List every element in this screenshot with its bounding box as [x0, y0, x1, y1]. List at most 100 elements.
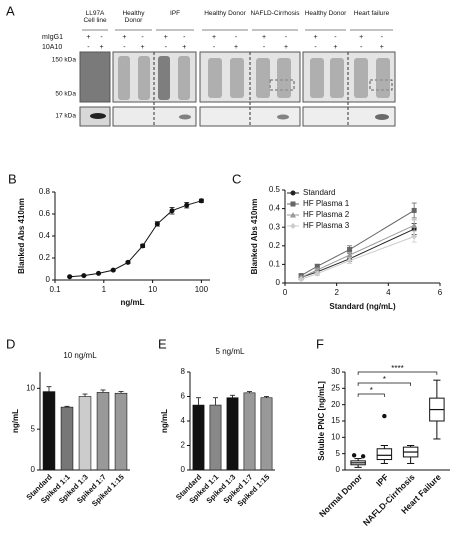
bar [209, 404, 222, 471]
blot-band [90, 113, 106, 119]
smear [376, 58, 390, 98]
bar [78, 396, 92, 471]
line [300, 210, 415, 276]
outlier [360, 454, 366, 459]
y-axis-label: Soluble PNC [ng/mL] [317, 381, 326, 461]
significance-bracket [357, 382, 411, 386]
y-tick-label: 0.3 [269, 222, 281, 231]
y-tick-label: 0 [31, 465, 36, 474]
panel-label: C [232, 171, 241, 186]
y-tick-label: 20 [331, 400, 340, 409]
blot-band [375, 114, 389, 120]
sign: - [360, 44, 363, 51]
significance-label: * [383, 375, 386, 384]
sign: + [164, 34, 168, 41]
smear [118, 56, 130, 100]
marker-label: 50 kDa [55, 91, 76, 98]
y-tick-label: 25 [331, 383, 340, 392]
bar [192, 404, 205, 471]
point [314, 263, 320, 269]
group-label-box: Healthy Donor [204, 10, 246, 17]
legend-label: Standard [303, 188, 335, 197]
panel-label: D [6, 336, 15, 351]
smear [158, 56, 170, 100]
y-tick-label: 0.2 [39, 253, 51, 262]
x-axis-label: Standard (ng/mL) [329, 302, 396, 311]
smear [354, 58, 368, 98]
legend-marker [290, 223, 296, 229]
legend-marker [290, 201, 296, 207]
sign: - [263, 44, 266, 51]
point [298, 276, 305, 283]
point [346, 252, 353, 258]
chart-title: 5 ng/mL [216, 347, 245, 356]
y-tick-label: 2 [181, 441, 186, 450]
y-tick-label: 8 [181, 367, 186, 376]
chart-title: 10 ng/mL [63, 351, 97, 360]
sign: - [183, 34, 186, 41]
y-tick-label: 15 [331, 416, 340, 425]
group-label: LL97A Cell line [83, 10, 107, 24]
legend-label: HF Plasma 2 [303, 210, 350, 219]
point [154, 221, 160, 227]
y-tick-label: 6 [181, 392, 186, 401]
x-axis-label: ng/mL [121, 298, 145, 307]
panel-label: E [158, 336, 167, 351]
sign: - [165, 44, 168, 51]
sign: - [235, 34, 238, 41]
x-tick-label: 2 [334, 288, 339, 297]
smear [230, 58, 244, 98]
point [67, 274, 73, 280]
line [69, 200, 202, 278]
sign: + [182, 44, 186, 51]
sign: - [314, 44, 317, 51]
point [347, 247, 353, 253]
y-tick-label: 0 [181, 465, 186, 474]
group-label-box: Healthy Donor [305, 10, 347, 17]
x-tick-label: 4 [386, 288, 391, 297]
blot-panel [302, 106, 396, 127]
y-tick-label: 0 [276, 278, 281, 287]
smear [138, 56, 150, 100]
significance-label: * [370, 386, 373, 395]
bar [96, 392, 110, 471]
sign: + [234, 44, 238, 51]
row-label: mIgG1 [42, 34, 63, 41]
legend-label: HF Plasma 1 [303, 199, 350, 208]
panel-label: A [6, 3, 15, 18]
x-tick-label: 100 [195, 285, 209, 294]
legend-marker [290, 190, 296, 196]
group-label-box: LL97A Cell line [83, 10, 107, 24]
panel-label: B [8, 171, 17, 186]
smear [208, 58, 222, 98]
bar [243, 392, 256, 471]
group-label: Healthy Donor [122, 10, 145, 24]
sign: + [284, 44, 288, 51]
smear [178, 56, 190, 100]
point [169, 208, 175, 214]
y-tick-label: 0.5 [269, 185, 281, 194]
sign: - [87, 44, 90, 51]
panel-label: F [316, 336, 324, 351]
y-tick-label: 0.4 [269, 204, 281, 213]
significance-label: **** [391, 364, 403, 373]
point [411, 222, 418, 228]
outlier [382, 413, 387, 419]
bar [260, 397, 273, 471]
bar [60, 406, 74, 471]
smear [277, 58, 291, 98]
sign: - [285, 34, 288, 41]
group-label: NAFLD-Cirrhosis [250, 10, 300, 17]
point [198, 198, 204, 204]
legend-marker [290, 212, 296, 218]
x-tick-label: 0.1 [49, 285, 61, 294]
bar [226, 397, 239, 471]
y-tick-label: 0 [336, 465, 341, 474]
sign: + [140, 44, 144, 51]
blot-smears [118, 56, 390, 120]
y-tick-label: 30 [331, 367, 340, 376]
sign: + [122, 34, 126, 41]
x-tick-label: 1 [102, 285, 107, 294]
significance-bracket [357, 371, 438, 375]
